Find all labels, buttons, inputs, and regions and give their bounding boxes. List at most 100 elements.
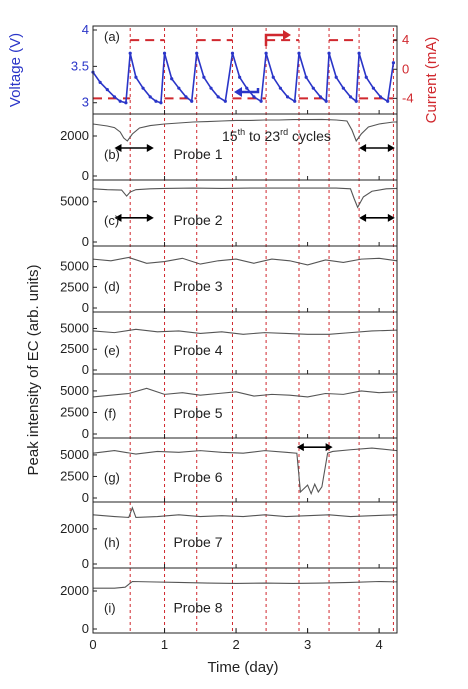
- range-arrowhead-left: [359, 213, 367, 222]
- x-tick-label: 1: [161, 637, 168, 652]
- probe-signal-line: [92, 447, 398, 496]
- y-tick-label: 0: [82, 300, 89, 315]
- voltage-direction-arrow: [240, 88, 260, 94]
- range-arrowhead-right: [387, 213, 395, 222]
- voltage-data-point: [264, 51, 268, 55]
- cycles-middle: to 23: [245, 128, 280, 144]
- voltage-data-point: [252, 95, 256, 99]
- voltage-data-point: [112, 95, 117, 99]
- y-tick-label: 5000: [60, 447, 89, 462]
- panel-frame: [92, 437, 398, 503]
- voltage-data-point: [195, 51, 199, 55]
- voltage-data-point: [128, 51, 132, 55]
- cycles-start-number: 15: [222, 128, 238, 144]
- current-tick-label: 0: [402, 61, 409, 76]
- voltage-data-point: [259, 99, 263, 103]
- range-arrowhead-right: [325, 443, 333, 452]
- panel-letter-label: (c): [104, 213, 119, 228]
- y-tick-label: 2500: [60, 468, 89, 483]
- panel-stack: 3 3.5 4 -4 0 4 Voltage (V) Current (mA) (a) 0 2000…: [7, 22, 440, 636]
- voltage-data-point: [216, 95, 220, 99]
- cycles-tail: cycles: [288, 128, 331, 144]
- probe-signal-line: [92, 118, 397, 143]
- panel-letter-label: (g): [104, 470, 120, 485]
- panel-letter-label: (e): [104, 343, 120, 358]
- y-tick-label: 2500: [60, 279, 89, 294]
- voltage-data-point: [378, 95, 383, 99]
- voltage-data-point: [141, 86, 145, 90]
- x-tick-label: 0: [89, 637, 96, 652]
- voltage-data-point: [364, 75, 368, 79]
- voltage-data-point: [134, 75, 138, 79]
- y-tick-label: 2000: [60, 583, 89, 598]
- voltage-data-point: [223, 99, 227, 103]
- probe-signal-line: [92, 187, 398, 209]
- voltage-data-point: [177, 86, 181, 90]
- x-axis-label: Time (day): [207, 659, 278, 676]
- x-tick-label: 3: [304, 637, 311, 652]
- y-tick-label: 5000: [60, 194, 89, 209]
- voltage-series-line: [92, 53, 395, 104]
- panel-i: 0 2000 Probe 8 (i): [60, 567, 398, 636]
- panel-letter-label: (b): [104, 147, 120, 162]
- voltage-tick-label: 3: [82, 95, 89, 110]
- shared-y-axis-label: Peak intensity of EC (arb. units): [25, 265, 42, 476]
- voltage-data-point: [162, 51, 167, 55]
- voltage-data-point: [341, 86, 345, 90]
- voltage-data-point: [334, 75, 338, 79]
- y-tick-label: 0: [82, 426, 89, 441]
- voltage-direction-arrowhead: [234, 87, 242, 97]
- voltage-data-point: [327, 51, 331, 55]
- panel-frame: [92, 311, 398, 375]
- voltage-data-point: [386, 99, 390, 103]
- current-series-line: [93, 39, 397, 100]
- cycles-end-suffix: rd: [280, 127, 288, 137]
- probe-name: Probe 6: [173, 469, 222, 485]
- current-axis-label: Current (mA): [423, 37, 440, 124]
- y-tick-label: 0: [82, 362, 89, 377]
- panel-e: 0 2500 5000 Probe 4 (e): [60, 311, 398, 377]
- voltage-data-point: [118, 99, 122, 103]
- y-tick-label: 2000: [60, 128, 89, 143]
- y-tick-label: 2000: [60, 521, 89, 536]
- voltage-data-point: [159, 101, 163, 105]
- probe-name: Probe 5: [173, 405, 222, 421]
- cycles-annotation-text: 15th to 23rd cycles: [222, 127, 331, 144]
- x-tick-label: 4: [376, 637, 383, 652]
- probe-name: Probe 2: [173, 212, 222, 228]
- voltage-data-point: [311, 86, 315, 90]
- x-axis: 0 1 2 3 4: [89, 110, 383, 652]
- panel-frame: [92, 373, 398, 439]
- probe-signal-line: [93, 580, 398, 589]
- voltage-data-point: [184, 95, 188, 99]
- cycles-start-suffix: th: [238, 127, 246, 137]
- panel-letter-label: (a): [104, 29, 120, 44]
- voltage-data-point: [278, 86, 283, 90]
- panel-b: 0 2000 Probe 1 (b): [60, 113, 398, 183]
- panel-frame: [92, 113, 398, 181]
- panel-letter-label: (d): [104, 279, 120, 294]
- cycles-annotation: 15th to 23rd cycles: [222, 127, 331, 144]
- current-tick-label: 4: [402, 32, 409, 47]
- range-arrowhead-left: [359, 144, 367, 152]
- voltage-tick-label: 3.5: [71, 58, 89, 73]
- range-arrowhead-right: [146, 144, 154, 152]
- panel-frame: [92, 501, 398, 569]
- panel-letter-label: (h): [104, 535, 120, 550]
- y-tick-label: 5000: [60, 383, 89, 398]
- probe-name: Probe 7: [173, 534, 222, 550]
- voltage-data-point: [297, 51, 301, 55]
- voltage-data-point: [230, 51, 235, 55]
- range-arrowhead-right: [146, 213, 154, 222]
- voltage-data-point: [245, 86, 249, 90]
- voltage-data-point: [190, 99, 194, 103]
- probe-signal-line: [92, 387, 398, 398]
- voltage-data-point: [354, 99, 358, 103]
- y-tick-label: 0: [82, 168, 89, 183]
- probe-name: Probe 1: [173, 146, 222, 162]
- voltage-data-point: [148, 95, 152, 99]
- current-tick-label: -4: [402, 90, 414, 105]
- voltage-tick-label: 4: [82, 22, 89, 37]
- panel-frame: [92, 245, 398, 313]
